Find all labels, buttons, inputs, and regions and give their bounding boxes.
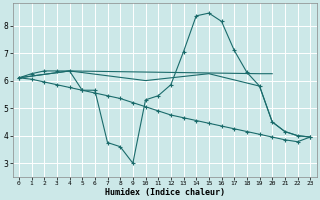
X-axis label: Humidex (Indice chaleur): Humidex (Indice chaleur) — [105, 188, 225, 197]
